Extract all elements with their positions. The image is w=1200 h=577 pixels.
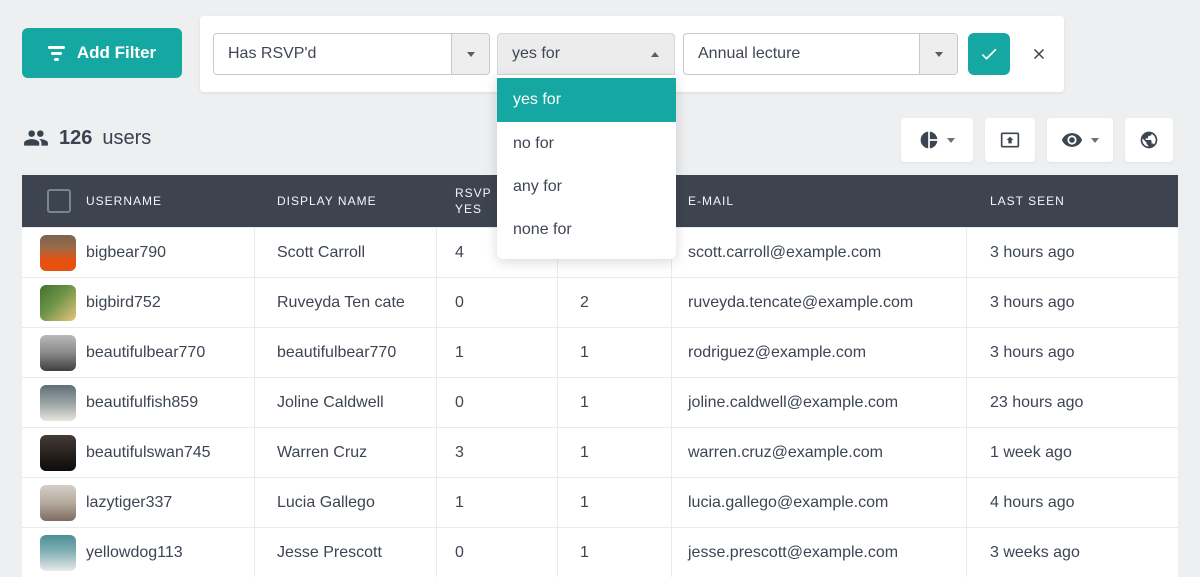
rsvp-other-count: 1	[558, 528, 672, 577]
username: lazytiger337	[86, 493, 173, 511]
remove-filter-button[interactable]	[1018, 33, 1060, 75]
username: yellowdog113	[86, 543, 183, 561]
email: joline.caldwell@example.com	[672, 378, 967, 427]
table-row[interactable]: beautifulfish859 Joline Caldwell 0 1 jol…	[22, 377, 1178, 427]
dropdown-option-yes-for[interactable]: yes for	[497, 78, 676, 122]
avatar	[40, 434, 76, 471]
display-name: Warren Cruz	[255, 428, 437, 477]
rsvp-yes-count: 1	[437, 328, 558, 377]
display-name: beautifulbear770	[255, 328, 437, 377]
user-count: 126	[59, 126, 93, 149]
filter-row-card: Has RSVP'd yes for Annual lecture	[200, 16, 1064, 92]
avatar	[40, 384, 76, 421]
display-name: Joline Caldwell	[255, 378, 437, 427]
stats-button[interactable]	[901, 118, 973, 162]
display-name: Ruveyda Ten cate	[255, 278, 437, 327]
add-filter-button[interactable]: Add Filter	[22, 28, 182, 78]
export-button[interactable]	[985, 118, 1035, 162]
rsvp-other-count: 2	[558, 278, 672, 327]
filter-operator-select[interactable]: yes for	[497, 33, 675, 75]
column-header-email: E-MAIL	[688, 194, 735, 208]
column-header-rsvp-yes: RSVP YES	[455, 185, 492, 216]
export-icon	[1000, 132, 1020, 148]
last-seen: 1 week ago	[990, 443, 1072, 461]
column-header-username: USERNAME	[86, 194, 163, 208]
apply-filter-button[interactable]	[968, 33, 1010, 75]
avatar	[40, 284, 76, 321]
email: jesse.prescott@example.com	[672, 528, 967, 577]
rsvp-yes-count: 0	[437, 378, 558, 427]
dropdown-option-no-for[interactable]: no for	[513, 134, 554, 152]
add-filter-label: Add Filter	[76, 43, 157, 62]
user-count-summary: 126 users	[23, 125, 151, 151]
last-seen: 23 hours ago	[990, 393, 1084, 411]
globe-button[interactable]	[1125, 118, 1173, 162]
username: bigbird752	[86, 293, 161, 311]
username: bigbear790	[86, 243, 167, 261]
filter-value-select[interactable]: Annual lecture	[683, 33, 958, 75]
rsvp-yes-count: 1	[437, 478, 558, 527]
chevron-up-icon	[651, 51, 659, 57]
last-seen: 3 hours ago	[990, 343, 1075, 361]
rsvp-other-count: 1	[558, 378, 672, 427]
chevron-down-icon	[919, 34, 957, 74]
last-seen: 3 hours ago	[990, 243, 1075, 261]
rsvp-other-count: 1	[558, 328, 672, 377]
table-row[interactable]: beautifulbear770 beautifulbear770 1 1 ro…	[22, 327, 1178, 377]
table-row[interactable]: yellowdog113 Jesse Prescott 0 1 jesse.pr…	[22, 527, 1178, 577]
avatar	[40, 234, 76, 271]
chevron-down-icon	[947, 137, 955, 143]
table-row[interactable]: bigbird752 Ruveyda Ten cate 0 2 ruveyda.…	[22, 277, 1178, 327]
filter-field-value: Has RSVP'd	[228, 45, 317, 62]
pie-chart-icon	[920, 131, 938, 149]
visibility-button[interactable]	[1047, 118, 1113, 162]
select-all-checkbox[interactable]	[47, 189, 71, 213]
avatar	[40, 534, 76, 571]
email: warren.cruz@example.com	[672, 428, 967, 477]
rsvp-yes-count: 0	[437, 278, 558, 327]
display-name: Scott Carroll	[255, 228, 437, 277]
avatar	[40, 484, 76, 521]
chevron-down-icon	[1091, 137, 1099, 143]
check-icon	[981, 48, 997, 60]
eye-icon	[1061, 133, 1083, 147]
operator-dropdown-panel: yes for no for any for none for	[497, 75, 676, 259]
table-row[interactable]: beautifulswan745 Warren Cruz 3 1 warren.…	[22, 427, 1178, 477]
display-name: Lucia Gallego	[255, 478, 437, 527]
dropdown-option-none-for[interactable]: none for	[513, 220, 572, 238]
dropdown-option-any-for[interactable]: any for	[513, 177, 562, 195]
table-row[interactable]: lazytiger337 Lucia Gallego 1 1 lucia.gal…	[22, 477, 1178, 527]
filter-icon	[47, 45, 65, 61]
chevron-down-icon	[451, 34, 489, 74]
close-icon	[1033, 48, 1045, 60]
filter-value-value: Annual lecture	[698, 45, 801, 62]
table-body: bigbear790 Scott Carroll 4 2 scott.carro…	[22, 227, 1178, 577]
column-header-last-seen: LAST SEEN	[990, 194, 1065, 208]
rsvp-yes-count: 3	[437, 428, 558, 477]
email: ruveyda.tencate@example.com	[672, 278, 967, 327]
last-seen: 4 hours ago	[990, 493, 1075, 511]
last-seen: 3 hours ago	[990, 293, 1075, 311]
users-icon	[24, 130, 48, 146]
avatar	[40, 334, 76, 371]
filter-field-select[interactable]: Has RSVP'd	[213, 33, 490, 75]
last-seen: 3 weeks ago	[990, 543, 1080, 561]
column-header-display-name: DISPLAY NAME	[277, 194, 377, 208]
email: scott.carroll@example.com	[672, 228, 967, 277]
username: beautifulfish859	[86, 393, 199, 411]
username: beautifulbear770	[86, 343, 206, 361]
email: rodriguez@example.com	[672, 328, 967, 377]
rsvp-other-count: 1	[558, 428, 672, 477]
globe-icon	[1140, 131, 1158, 149]
rsvp-yes-count: 0	[437, 528, 558, 577]
username: beautifulswan745	[86, 443, 211, 461]
user-count-label: users	[102, 126, 152, 149]
filter-operator-value: yes for	[512, 45, 561, 62]
email: lucia.gallego@example.com	[672, 478, 967, 527]
display-name: Jesse Prescott	[255, 528, 437, 577]
rsvp-other-count: 1	[558, 478, 672, 527]
